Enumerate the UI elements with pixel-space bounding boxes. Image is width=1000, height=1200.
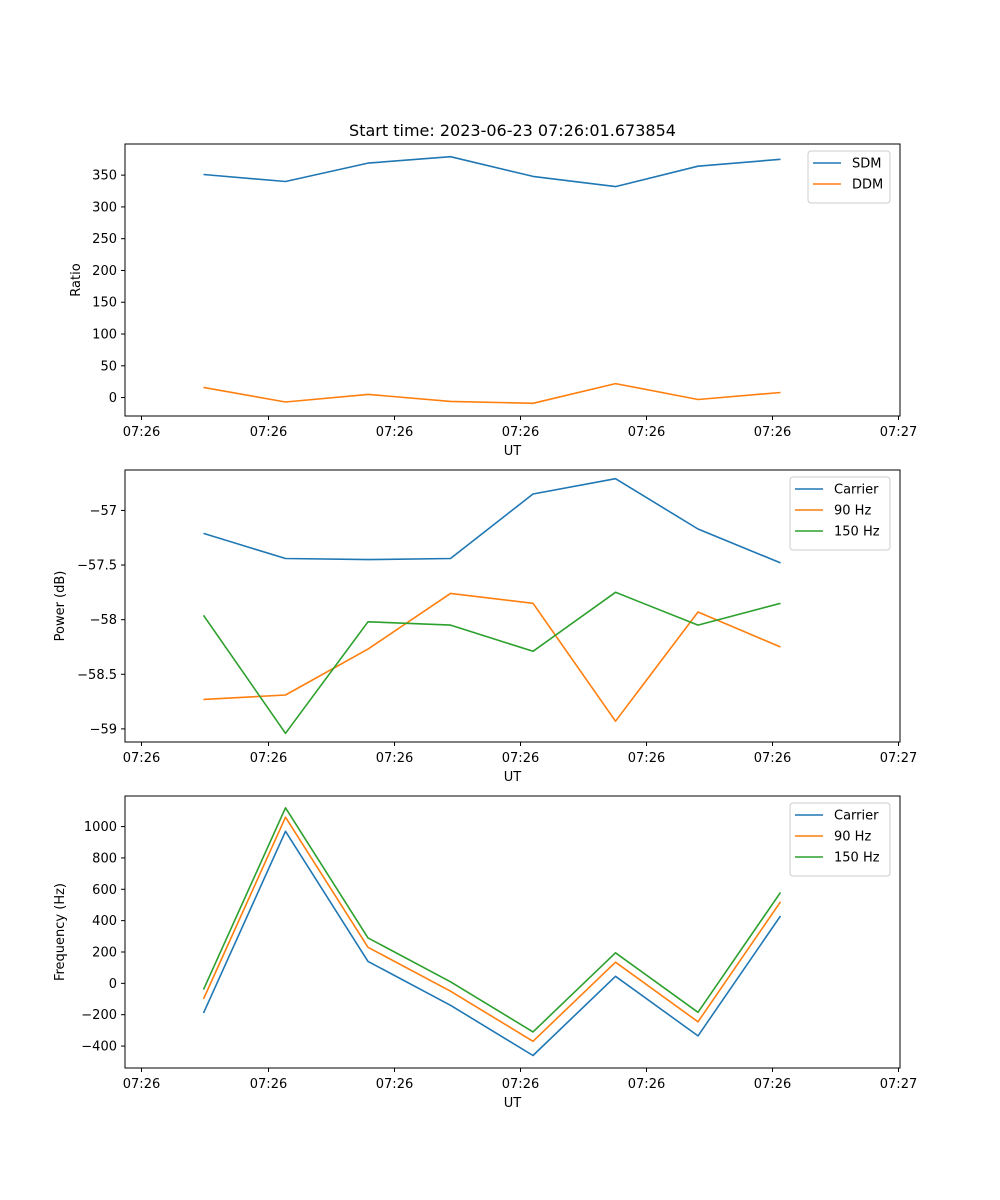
x-tick-label: 07:26	[123, 751, 160, 766]
y-tick-label: 50	[100, 359, 117, 374]
series-line-sdm	[203, 155, 781, 188]
series-line-150-hz	[202, 591, 781, 735]
x-tick-label: 07:26	[628, 1077, 665, 1092]
chart-panel-3: −400 −200 0 200 400 600 800 1000 07:26 07:26 07:26…	[53, 795, 917, 1111]
x-tick-label: 07:26	[250, 425, 287, 440]
x-tick-label: 07:26	[250, 1077, 287, 1092]
y-tick-label: 400	[92, 914, 117, 929]
y-tick-label: 0	[109, 391, 117, 406]
y-tick-label: 200	[92, 945, 117, 960]
x-axis-label: UT	[504, 444, 522, 459]
x-tick-label: 07:26	[502, 425, 539, 440]
y-tick-label: 800	[92, 851, 117, 866]
x-tick-label: 07:26	[628, 425, 665, 440]
series-line-carrier	[202, 830, 782, 1057]
series-line-90-hz	[202, 816, 782, 1043]
legend-entry: SDM	[852, 157, 881, 172]
x-tick-label: 07:27	[880, 1077, 917, 1092]
chart-panel-1: 0 50 100 150 200 250 300 350 07:26 07:26 07:26 07:2…	[69, 143, 917, 459]
y-tick-label: 1000	[84, 820, 117, 835]
y-tick-label: 150	[92, 296, 117, 311]
y-axis-label: Power (dB)	[53, 571, 68, 642]
series-line-90-hz	[203, 592, 781, 723]
legend-entry: 90 Hz	[834, 504, 871, 519]
x-tick-label: 07:26	[376, 751, 413, 766]
y-axis-label: Frequency (Hz)	[53, 883, 68, 981]
y-axis-label: Ratio	[69, 263, 84, 296]
y-tick-label: 0	[109, 977, 117, 992]
legend: Carrier 90 Hz 150 Hz	[789, 802, 891, 877]
series-line-ddm	[203, 382, 781, 405]
y-tick-label: 600	[92, 883, 117, 898]
legend-entry: 150 Hz	[834, 851, 880, 866]
x-tick-label: 07:26	[502, 751, 539, 766]
x-tick-label: 07:27	[880, 425, 917, 440]
x-tick-label: 07:26	[376, 1077, 413, 1092]
x-tick-label: 07:26	[250, 751, 287, 766]
y-tick-label: −57.5	[77, 559, 117, 574]
series-line-150-hz	[202, 806, 782, 1033]
legend: Carrier 90 Hz 150 Hz	[789, 476, 891, 551]
x-tick-label: 07:26	[754, 1077, 791, 1092]
x-tick-label: 07:26	[754, 425, 791, 440]
panels: 0 50 100 150 200 250 300 350 07:26 07:26 07:26 07:2…	[53, 143, 917, 1111]
x-tick-label: 07:26	[376, 425, 413, 440]
x-tick-label: 07:27	[880, 751, 917, 766]
plot-area	[124, 795, 901, 1069]
legend-entry: 150 Hz	[834, 525, 880, 540]
legend-entry: 90 Hz	[834, 830, 871, 845]
x-tick-label: 07:26	[123, 425, 160, 440]
x-axis-label: UT	[504, 1096, 522, 1111]
y-tick-label: 250	[92, 232, 117, 247]
legend-entry: Carrier	[834, 483, 879, 498]
chart-title: Start time: 2023-06-23 07:26:01.673854	[349, 121, 676, 140]
y-tick-label: −200	[81, 1008, 117, 1023]
x-tick-label: 07:26	[628, 751, 665, 766]
x-axis-label: UT	[504, 770, 522, 785]
y-tick-label: −58.5	[77, 668, 117, 683]
y-tick-label: 100	[92, 328, 117, 343]
legend-box	[807, 150, 891, 204]
legend-entry: DDM	[852, 178, 883, 193]
plot-area	[124, 143, 901, 417]
legend: SDM DDM	[807, 150, 891, 204]
y-tick-label: −59	[90, 722, 117, 737]
chart-panel-2: −59 −58.5 −58 −57.5 −57 07:26 07:26 07:26 07:26 0…	[53, 469, 917, 785]
x-tick-label: 07:26	[502, 1077, 539, 1092]
y-tick-label: −58	[90, 613, 117, 628]
y-tick-label: 200	[92, 264, 117, 279]
y-tick-label: −400	[81, 1040, 117, 1055]
y-tick-label: 350	[92, 169, 117, 184]
x-tick-label: 07:26	[123, 1077, 160, 1092]
y-tick-label: −57	[90, 504, 117, 519]
y-tick-label: 300	[92, 200, 117, 215]
series-line-carrier	[203, 477, 781, 564]
legend-entry: Carrier	[834, 809, 879, 824]
x-tick-label: 07:26	[754, 751, 791, 766]
